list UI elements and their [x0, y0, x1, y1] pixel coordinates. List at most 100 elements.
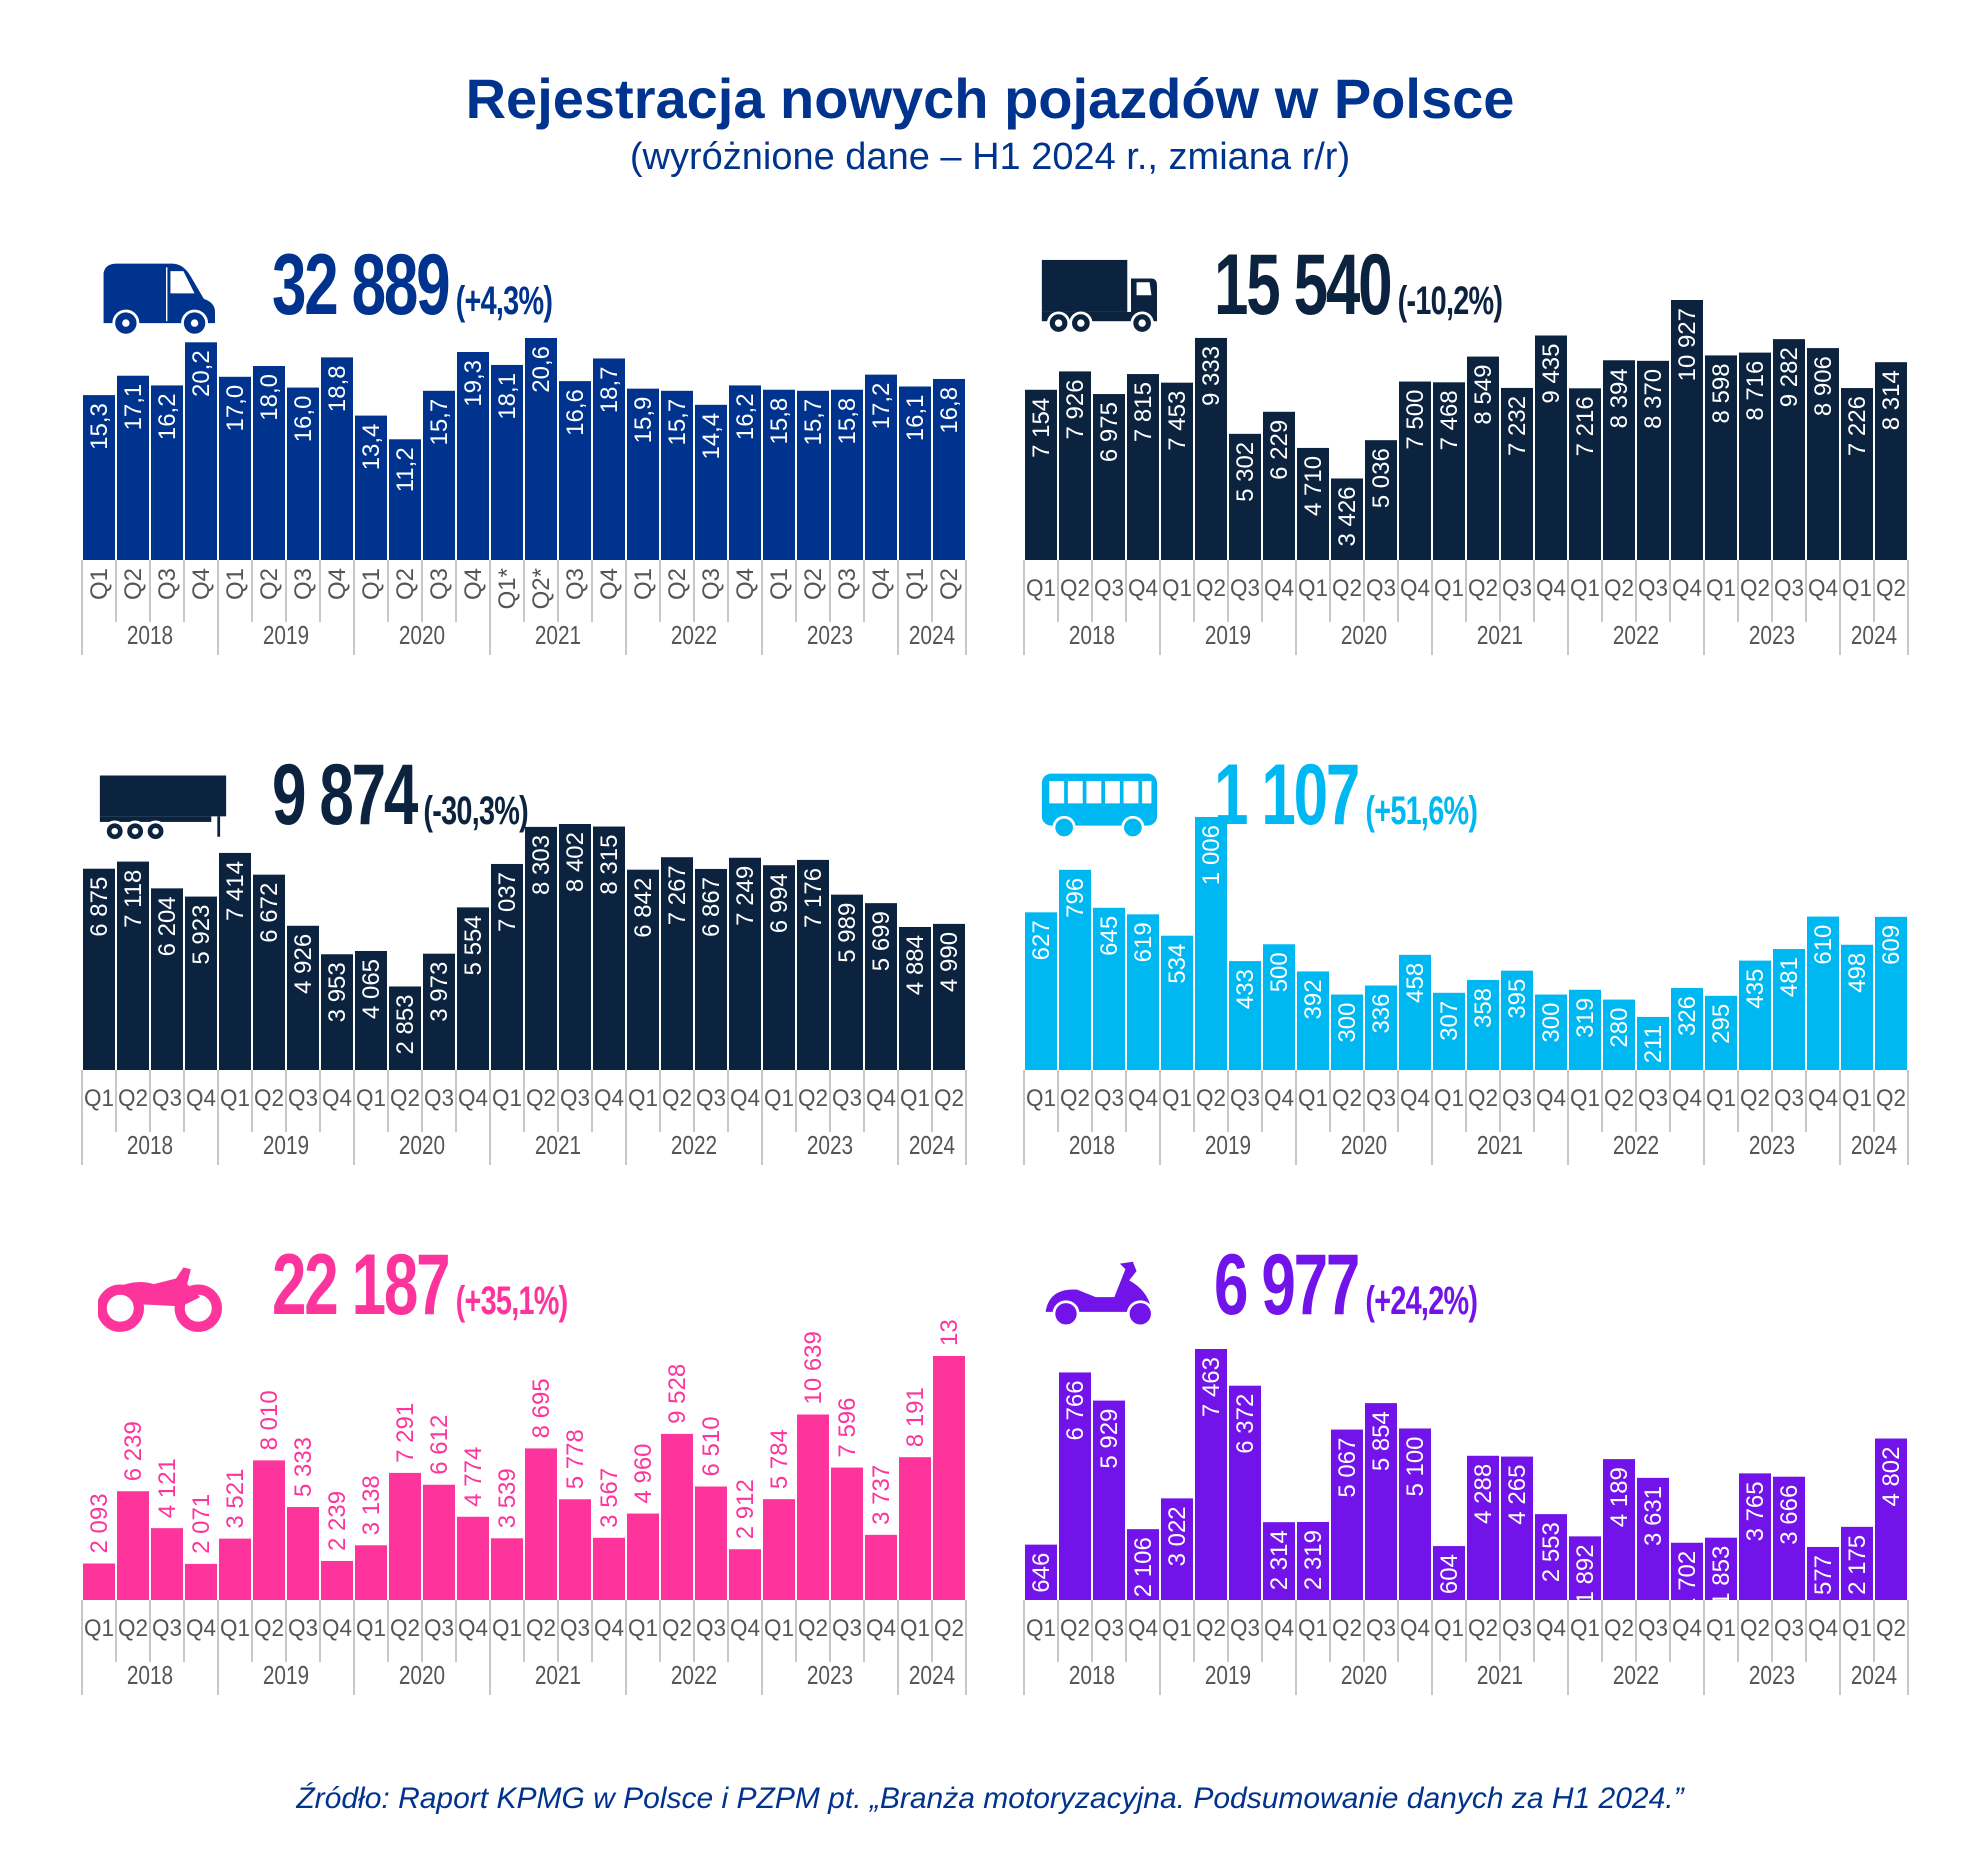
value-label: 8 315 [596, 835, 623, 895]
quarter-label: Q1 [84, 1615, 114, 1642]
quarter-label: Q3 [1774, 1615, 1804, 1642]
quarter-label: Q1 [900, 1085, 930, 1112]
bar [321, 1560, 353, 1600]
bar [593, 1537, 625, 1600]
bar [1433, 382, 1465, 560]
quarter-label: Q4 [324, 568, 351, 600]
bar [865, 374, 897, 560]
bar [1535, 1514, 1567, 1600]
quarter-label: Q1 [1842, 1615, 1872, 1642]
bar [1705, 995, 1737, 1070]
quarter-label: Q2 [664, 568, 691, 600]
headline-change: (+24,2%) [1365, 1279, 1478, 1323]
bar [491, 1538, 523, 1600]
bar [559, 1499, 591, 1600]
quarter-label: Q4 [1128, 575, 1158, 602]
value-label: 8 598 [1708, 363, 1735, 423]
year-label: 2021 [535, 1661, 581, 1690]
value-label: 4 884 [902, 935, 929, 995]
bar [1195, 337, 1227, 560]
bar [797, 1414, 829, 1600]
bar [355, 950, 387, 1070]
year-label: 2023 [807, 621, 853, 650]
value-label: 5 699 [868, 911, 895, 971]
bar [627, 388, 659, 560]
value-label: 609 [1878, 925, 1905, 965]
year-label: 2023 [1749, 1661, 1795, 1690]
value-label: 1 006 [1198, 825, 1225, 885]
value-label: 5 333 [290, 1437, 317, 1497]
quarter-label: Q4 [596, 568, 623, 600]
value-label: 6 239 [120, 1421, 147, 1481]
bar [1807, 916, 1839, 1070]
bar [491, 863, 523, 1070]
value-label: 4 189 [1606, 1467, 1633, 1527]
bar [1399, 1428, 1431, 1600]
bar [1399, 954, 1431, 1070]
value-label: 392 [1300, 979, 1327, 1019]
bar [831, 389, 863, 560]
year-label: 2021 [1477, 1131, 1523, 1160]
quarter-label: Q3 [696, 1085, 726, 1112]
quarter-label: Q4 [868, 568, 895, 600]
quarter-label: Q2 [118, 1085, 148, 1112]
bar [1263, 1522, 1295, 1600]
page-title: Rejestracja nowych pojazdów w Polsce [465, 67, 1515, 130]
value-label: 7 232 [1504, 396, 1531, 456]
quarter-label: Q1 [1706, 1615, 1736, 1642]
bar [1059, 869, 1091, 1070]
bar [423, 1484, 455, 1600]
bar [1637, 1016, 1669, 1070]
bar [661, 857, 693, 1070]
value-label: 9 333 [1198, 346, 1225, 406]
quarter-label: Q1 [1706, 575, 1736, 602]
bar [83, 395, 115, 560]
quarter-label: Q4 [1536, 575, 1566, 602]
value-label: 7 176 [800, 868, 827, 928]
headline-number: 32 889 [272, 237, 451, 333]
bar [1875, 362, 1907, 560]
year-label: 2020 [1341, 621, 1387, 650]
quarter-label: Q2 [1604, 575, 1634, 602]
value-label: 1 646 [1028, 1553, 1055, 1613]
value-label: 9 282 [1776, 347, 1803, 407]
year-label: 2024 [909, 621, 955, 650]
value-label: 18,0 [256, 374, 283, 421]
quarter-label: Q3 [290, 568, 317, 600]
quarter-label: Q3 [1774, 1085, 1804, 1112]
value-label: 6 842 [630, 878, 657, 938]
quarter-label: Q2 [1196, 575, 1226, 602]
value-label: 307 [1436, 1001, 1463, 1041]
year-label: 2024 [1851, 1661, 1897, 1690]
bar [1739, 352, 1771, 560]
value-label: 16,8 [936, 387, 963, 434]
value-label: 300 [1334, 1003, 1361, 1043]
year-label: 2023 [1749, 621, 1795, 650]
value-label: 10 927 [1674, 308, 1701, 381]
bar [355, 415, 387, 560]
quarter-label: Q1 [630, 568, 657, 600]
trailer-icon [99, 775, 227, 842]
year-label: 2024 [909, 1661, 955, 1690]
year-label: 2019 [263, 1661, 309, 1690]
bar [1025, 389, 1057, 560]
quarter-label: Q4 [730, 1085, 760, 1112]
bar [1161, 382, 1193, 560]
value-label: 7 037 [494, 872, 521, 932]
bar [1875, 916, 1907, 1070]
quarter-label: Q2* [528, 568, 555, 609]
quarter-label: Q1 [1434, 575, 1464, 602]
bar [899, 386, 931, 560]
quarter-label: Q1 [1162, 1615, 1192, 1642]
quarter-label: Q4 [1264, 1085, 1294, 1112]
quarter-label: Q2 [390, 1615, 420, 1642]
headline-change: (+35,1%) [455, 1279, 569, 1323]
bar [457, 907, 489, 1070]
bar [389, 986, 421, 1070]
quarter-label: Q1 [1298, 1615, 1328, 1642]
value-label: 3 426 [1334, 486, 1361, 546]
value-label: 2 553 [1538, 1522, 1565, 1582]
bar [831, 894, 863, 1070]
quarter-label: Q2 [120, 568, 147, 600]
bar [1229, 961, 1261, 1070]
